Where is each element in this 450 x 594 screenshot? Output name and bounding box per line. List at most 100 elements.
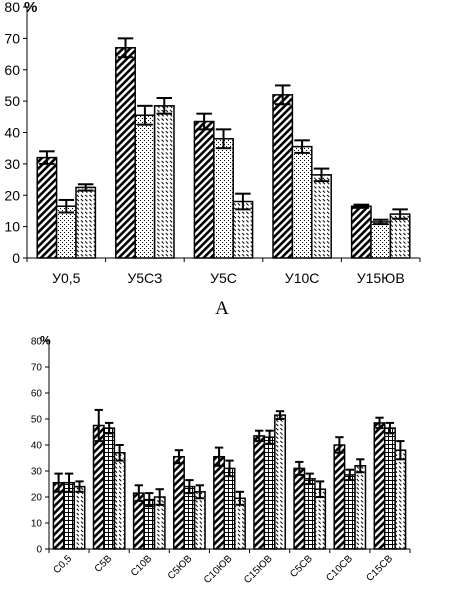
chart-a-bar <box>311 174 332 259</box>
chart-b-bar <box>274 414 287 550</box>
chart-a-bar <box>389 213 411 259</box>
chart-b-category-label: С5В <box>93 553 115 575</box>
chart-b-y-tick-label: 20 <box>31 493 43 504</box>
chart-a-category-label: У10С <box>285 270 320 286</box>
chart-b-error-bar <box>255 429 264 443</box>
chart-b-bar <box>314 488 327 550</box>
chart-b-error-bar <box>145 492 154 508</box>
chart-a-y-tick-label: 0 <box>12 250 20 266</box>
chart-b-error-bar <box>75 480 84 493</box>
chart-a-error-bar <box>235 192 251 211</box>
chart-b-error-bar <box>94 408 103 443</box>
chart-a-bar <box>36 156 58 259</box>
chart-a-error-bar <box>353 203 370 209</box>
chart-a-error-bar <box>313 167 330 183</box>
chart-b-error-bar <box>225 459 234 478</box>
chart-b-bar <box>213 455 226 550</box>
chart-b-error-bar <box>64 472 74 493</box>
chart-a-error-bar <box>58 198 75 214</box>
chart-b-error-bar <box>396 440 405 461</box>
chart-b-error-bar <box>104 421 114 435</box>
chart-b-error-bar <box>305 472 314 485</box>
chart-b-y-tick-label: 30 <box>31 467 43 478</box>
chart-a-y-tick-label: 50 <box>4 93 20 109</box>
chart-b-error-bar <box>134 484 144 502</box>
chart-b-bar <box>193 491 206 550</box>
chart-b-y-tick-label: 0 <box>36 545 42 556</box>
chart-a-y-tick-label: 40 <box>4 125 20 141</box>
chart-b-category-label: С10ЮВ <box>202 553 235 586</box>
chart-a-bar <box>370 221 392 259</box>
chart-b-y-tick-label: 50 <box>31 415 43 426</box>
chart-a-unit-label: % <box>24 0 37 16</box>
chart-b-error-bar <box>214 446 224 467</box>
chart-b-y-tick-label: 10 <box>31 519 43 530</box>
chart-b-bar <box>73 485 86 550</box>
chart-a-error-bar <box>392 208 408 220</box>
chart-b-y-tick-label: 40 <box>31 441 43 452</box>
chart-a-category-label: У5СЗ <box>127 270 162 286</box>
chart-a-bar <box>55 205 77 259</box>
chart-b-error-bar <box>375 416 384 430</box>
chart-a-error-bar <box>156 96 173 115</box>
chart-a-bar <box>115 47 136 259</box>
chart-a: 0 10 20 30 40 50 60 70 80 % У0,5 У5СЗ У5С У10С У15ЮВ <box>4 0 421 286</box>
chart-b-bar <box>343 474 356 550</box>
chart-b-error-bar <box>195 484 204 500</box>
chart-a-bar <box>153 105 175 259</box>
chart-b-error-bar <box>235 490 245 506</box>
chart-b-bar <box>394 449 407 550</box>
chart-b-bar <box>333 444 346 550</box>
chart-a-error-bar <box>137 104 153 126</box>
chart-b-error-bar <box>54 472 63 493</box>
chart-b-bar <box>183 485 196 550</box>
chart-b-bar <box>354 465 367 550</box>
chart-a-bar <box>193 120 215 259</box>
chart-a-error-bar <box>372 218 389 226</box>
chart-b-error-bar <box>155 488 164 506</box>
chart-b-bar <box>103 427 116 550</box>
chart-a-category-label: У0,5 <box>52 270 81 286</box>
chart-b-category-label: С0,5 <box>51 553 74 576</box>
chart-b-error-bar <box>295 460 304 476</box>
chart-a-y-tick-label: 70 <box>4 30 20 46</box>
chart-b-error-bar <box>385 421 395 435</box>
chart-b-bar <box>223 467 236 550</box>
chart-a-y-tick-label: 30 <box>4 156 20 172</box>
chart-b-error-bar <box>265 429 274 445</box>
chart-b-error-bar <box>115 444 124 462</box>
chart-a-y-tick-label: 10 <box>4 219 20 235</box>
panel-label: A <box>215 298 229 319</box>
chart-b-y-tick-label: 60 <box>31 389 43 400</box>
chart-a-category-label: У5С <box>210 270 237 286</box>
chart-b-bar <box>92 424 105 550</box>
chart-a-bar <box>134 114 156 259</box>
chart-b-error-bar <box>185 479 194 495</box>
chart-a-category-label: У15ЮВ <box>357 270 405 286</box>
chart-a-error-bar <box>117 37 134 59</box>
chart-b-bar <box>293 467 306 550</box>
chart-a-bar <box>272 94 294 259</box>
chart-a-error-bar <box>294 139 310 154</box>
chart-b-bar <box>383 427 396 550</box>
chart-a-y-tick-label: 80 <box>4 0 20 15</box>
chart-b-error-bar <box>275 410 285 420</box>
chart-b-error-bar <box>315 480 325 498</box>
chart-b-error-bar <box>174 449 184 465</box>
chart-a-error-bar <box>39 150 55 165</box>
chart-b-bar <box>263 436 276 550</box>
chart-b-error-bar <box>356 458 365 474</box>
chart-b-error-bar <box>345 468 355 482</box>
chart-b-category-label: С15ЮВ <box>242 553 275 586</box>
chart-a-error-bar <box>215 128 232 150</box>
chart-a-bar <box>291 145 313 259</box>
chart-b-unit-label: % <box>40 334 51 348</box>
chart-b-category-label: С10СВ <box>324 553 355 584</box>
chart-a-bar <box>75 186 97 259</box>
chart-a-error-bar <box>77 183 94 192</box>
chart-a-y-tick-label: 20 <box>4 187 20 203</box>
chart-b-bar <box>253 435 266 550</box>
chart-a-bar <box>350 205 372 259</box>
